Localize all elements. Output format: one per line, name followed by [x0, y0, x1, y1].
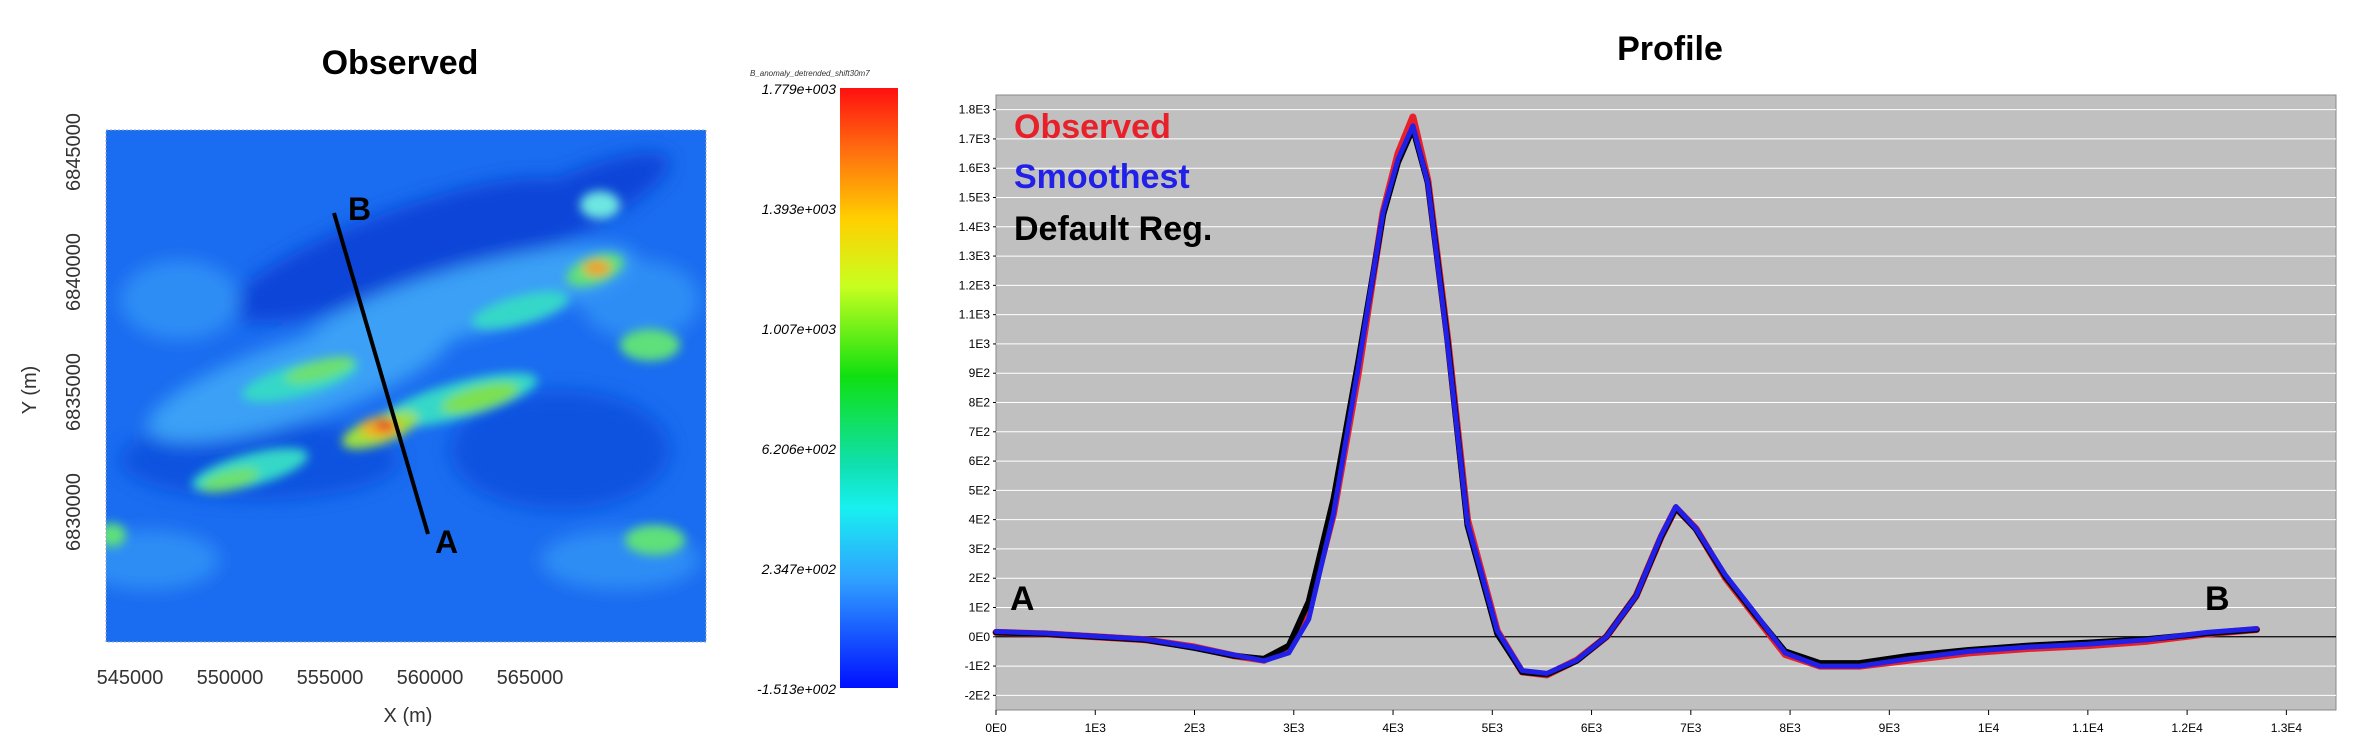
map-y-tick: 6840000	[63, 233, 85, 311]
colorbar-title: B_anomaly_detrended_shift30m7	[750, 69, 870, 78]
y-tick-label: 1E3	[969, 337, 991, 351]
profile-chart: -2E2 -1E2 0E0 1E2 2E2 3E2 4E2 5E2 6E2 7E2 8E2 9E2 1E…	[959, 94, 2337, 735]
y-tick-label: 2E2	[969, 571, 991, 585]
colorbar-label: 1.007e+003	[762, 321, 837, 337]
colorbar-label: 1.779e+003	[762, 81, 837, 97]
map-y-tick: 6845000	[63, 113, 85, 191]
colorbar-label: 1.393e+003	[762, 201, 837, 217]
map-x-tick: 555000	[297, 667, 364, 689]
map-label-b: B	[348, 191, 371, 227]
x-tick-label: 6E3	[1581, 721, 1603, 735]
profile-title: Profile	[1617, 30, 1723, 68]
y-tick-label: 1.8E3	[959, 103, 991, 117]
x-tick-label: 3E3	[1283, 721, 1305, 735]
map-x-tick: 565000	[497, 667, 564, 689]
map-y-tick: 6835000	[63, 353, 85, 431]
y-tick-label: 9E2	[969, 366, 991, 380]
map-raster	[106, 130, 706, 642]
map-x-tick: 550000	[197, 667, 264, 689]
x-tick-label: 2E3	[1184, 721, 1206, 735]
x-tick-label: 1E3	[1085, 721, 1107, 735]
legend: Observed Smoothest Default Reg.	[1014, 108, 1212, 248]
colorbar-label: -1.513e+002	[757, 681, 836, 697]
x-tick-label: 0E0	[985, 721, 1007, 735]
x-tick-label: 7E3	[1680, 721, 1702, 735]
x-tick-label: 5E3	[1482, 721, 1504, 735]
x-tick-label: 8E3	[1779, 721, 1801, 735]
x-ticks: 0E0 1E3 2E3 3E3 4E3 5E3 6E3 7E3 8E3 9E3 1E4 1.1E4 1.…	[985, 710, 2302, 735]
map-x-tick: 545000	[97, 667, 164, 689]
x-tick-label: 1.1E4	[2072, 721, 2104, 735]
profile-line	[332, 212, 430, 535]
legend-smoothest: Smoothest	[1014, 158, 1190, 196]
map-label-a: A	[435, 524, 458, 560]
y-tick-label: 1.6E3	[959, 161, 991, 175]
profile-label-b: B	[2205, 580, 2230, 618]
profile-label-a: A	[1010, 580, 1035, 618]
y-tick-label: 5E2	[969, 483, 991, 497]
legend-default-reg: Default Reg.	[1014, 210, 1212, 248]
colorbar: B_anomaly_detrended_shift30m7 1.779e+003…	[750, 69, 898, 697]
map-x-label: X (m)	[384, 705, 433, 727]
legend-observed: Observed	[1014, 108, 1171, 146]
map-y-tick: 6830000	[63, 473, 85, 551]
series-line-smoothest	[993, 123, 2260, 676]
y-tick-label: 0E0	[969, 630, 991, 644]
observed-map: B A 545000 550000 555000 560000 565000 X…	[19, 113, 707, 727]
map-title: Observed	[321, 44, 479, 82]
colorbar-label: 6.206e+002	[762, 441, 837, 457]
y-tick-label: 1.2E3	[959, 278, 991, 292]
x-tick-label: 1.2E4	[2171, 721, 2203, 735]
x-tick-label: 4E3	[1382, 721, 1404, 735]
series-group	[992, 113, 2261, 679]
y-tick-label: 8E2	[969, 396, 991, 410]
x-tick-label: 1E4	[1978, 721, 2000, 735]
y-tick-label: 1.1E3	[959, 308, 991, 322]
y-tick-label: 3E2	[969, 542, 991, 556]
y-tick-label: -1E2	[965, 659, 991, 673]
y-tick-label: 1.5E3	[959, 191, 991, 205]
y-ticks: -2E2 -1E2 0E0 1E2 2E2 3E2 4E2 5E2 6E2 7E2 8E2 9E2 1E…	[959, 103, 996, 702]
x-tick-label: 1.3E4	[2271, 721, 2303, 735]
y-tick-label: 4E2	[969, 513, 991, 527]
grid	[996, 109, 2336, 696]
x-tick-label: 9E3	[1879, 721, 1901, 735]
map-x-tick: 560000	[397, 667, 464, 689]
y-tick-label: 7E2	[969, 425, 991, 439]
y-tick-label: -2E2	[965, 688, 991, 702]
y-tick-label: 1.3E3	[959, 249, 991, 263]
colorbar-scale	[840, 88, 898, 688]
y-tick-label: 1.4E3	[959, 220, 991, 234]
y-tick-label: 1.7E3	[959, 132, 991, 146]
colorbar-label: 2.347e+002	[761, 561, 837, 577]
map-y-label: Y (m)	[19, 366, 41, 415]
y-tick-label: 1E2	[969, 601, 991, 615]
y-tick-label: 6E2	[969, 454, 991, 468]
